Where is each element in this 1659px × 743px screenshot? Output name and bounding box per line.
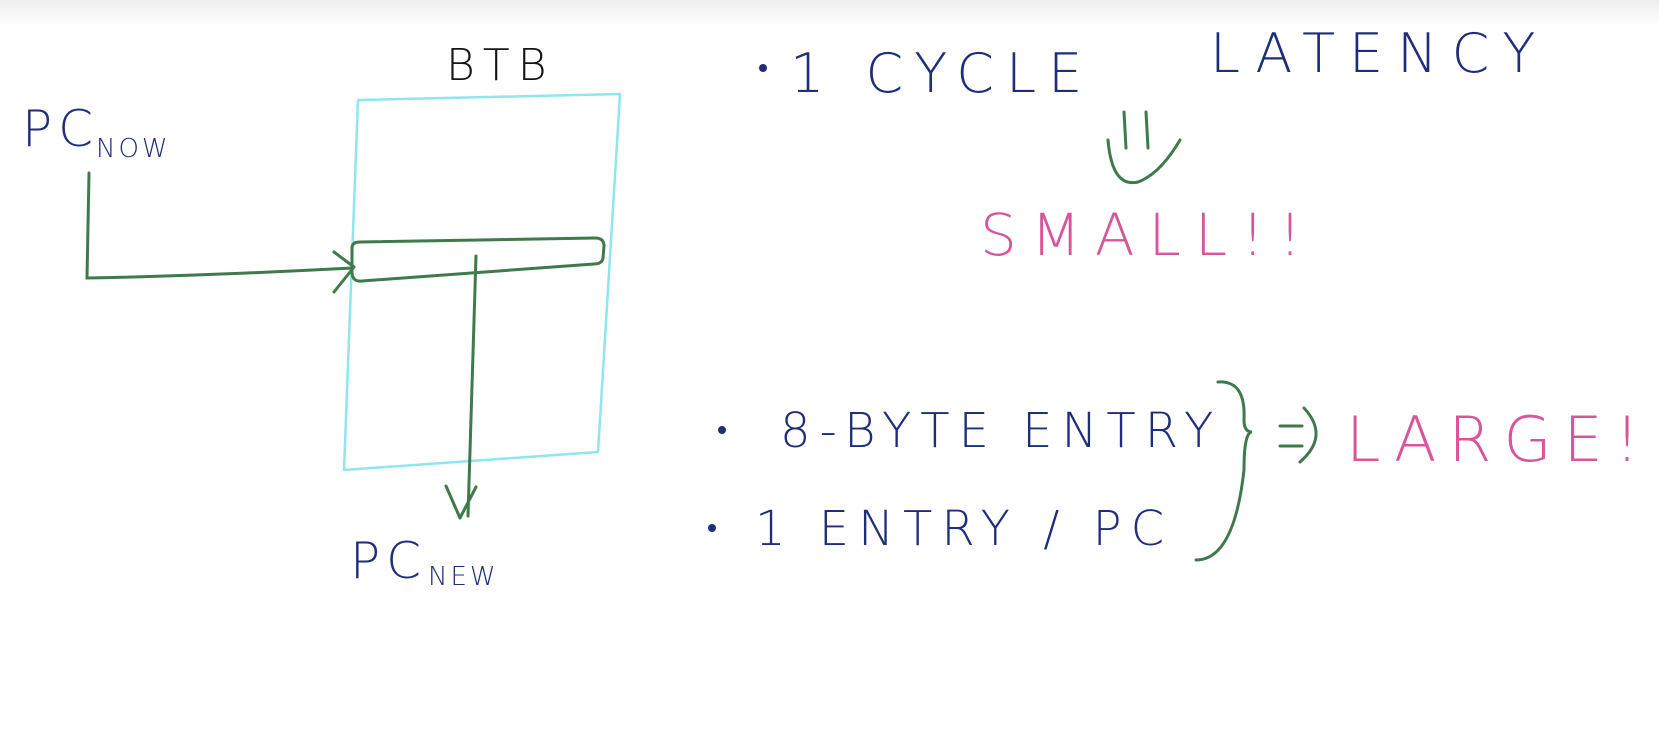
pc-new-label: PC xyxy=(350,532,427,590)
pc-new-arrowhead xyxy=(444,484,478,520)
latency-prefix-text: 1 CYCLE xyxy=(790,42,1094,105)
btb-entry-row xyxy=(350,236,606,283)
pc-now-label: PC xyxy=(22,100,99,158)
pc-new-arrow xyxy=(466,254,478,518)
entry-size-text: 8-BYTE ENTRY xyxy=(780,403,1222,459)
small-text: SMALL!! xyxy=(980,201,1316,269)
btb-label: BTB xyxy=(446,40,555,91)
grouping-brace xyxy=(1194,380,1253,562)
bullet-dot-entry-per-pc xyxy=(708,524,716,532)
pc-now-arrow xyxy=(85,171,354,280)
btb-table xyxy=(342,92,622,472)
pc-now-arrowhead xyxy=(332,250,356,294)
implies-down-arrow xyxy=(1106,110,1182,185)
entry-per-pc-text: 1 ENTRY / PC xyxy=(755,501,1173,557)
latency-word-text: LATENCY xyxy=(1210,22,1549,85)
implies-right-arrow xyxy=(1278,406,1318,464)
top-shadow xyxy=(0,0,1659,26)
bullet-dot-entry-size xyxy=(718,426,726,434)
bullet-dot-latency xyxy=(759,64,767,72)
pc-now-subscript: NOW xyxy=(96,134,171,164)
pc-new-subscript: NEW xyxy=(428,562,499,592)
large-text: LARGE! xyxy=(1346,403,1652,476)
